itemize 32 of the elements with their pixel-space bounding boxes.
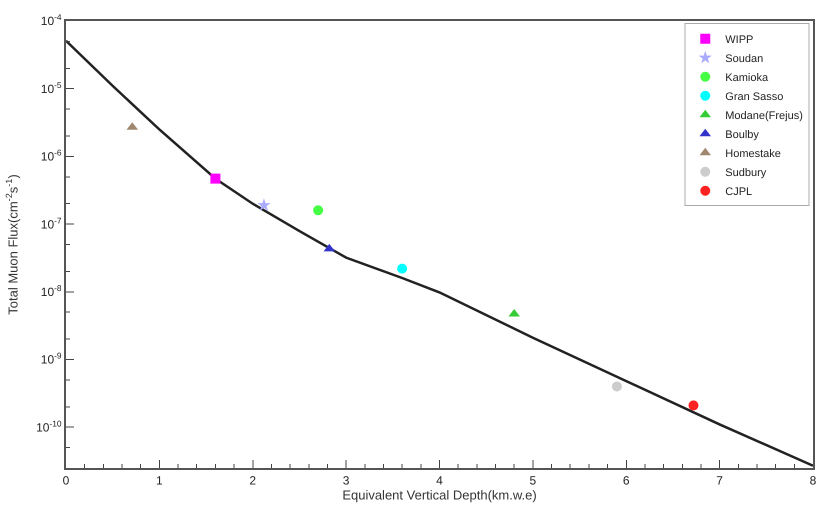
legend-label: Sudbury bbox=[725, 167, 767, 180]
y-tick-label: 10$^{-7}$ bbox=[40, 215, 62, 232]
x-axis-title: Equivalent Vertical Depth(km.w.e) bbox=[342, 488, 537, 502]
y-tick-label: 10$^{-4}$ bbox=[40, 12, 62, 28]
point bbox=[612, 381, 622, 392]
point bbox=[257, 198, 271, 211]
y-tick-label: 10$^{-5}$ bbox=[40, 80, 62, 96]
x-tick-label: 4 bbox=[436, 473, 444, 488]
legend-label: Boulby bbox=[725, 129, 760, 142]
point bbox=[397, 264, 408, 274]
legend-label: Soudan bbox=[725, 53, 764, 66]
legend-label: Gran Sasso bbox=[725, 91, 784, 104]
legend-label: Modane(Frejus) bbox=[725, 110, 803, 122]
y-tick-label: 10$^{-9}$ bbox=[40, 350, 62, 367]
point bbox=[210, 174, 220, 184]
legend-label: CJPL bbox=[725, 186, 752, 198]
legend-label: WIPP bbox=[725, 34, 754, 46]
legend-label: Homestake bbox=[725, 148, 781, 160]
y-tick-label: 10$^{-6}$ bbox=[40, 148, 62, 164]
x-tick-label: 5 bbox=[530, 473, 537, 488]
x-tick-label: 0 bbox=[62, 473, 70, 488]
point bbox=[313, 205, 324, 216]
x-tick-label: 3 bbox=[342, 473, 350, 488]
y-tick-label: 10$^{-10}$ bbox=[36, 418, 62, 434]
x-tick-label: 2 bbox=[249, 473, 256, 488]
x-tick-label: 1 bbox=[156, 473, 164, 488]
point bbox=[688, 400, 698, 410]
legend-label: Kamioka bbox=[725, 72, 769, 84]
x-tick-label: 7 bbox=[716, 473, 724, 488]
y-tick-label: 10$^{-8}$ bbox=[40, 282, 62, 300]
x-tick-label: 6 bbox=[622, 473, 630, 488]
x-tick-label: 8 bbox=[810, 473, 817, 488]
